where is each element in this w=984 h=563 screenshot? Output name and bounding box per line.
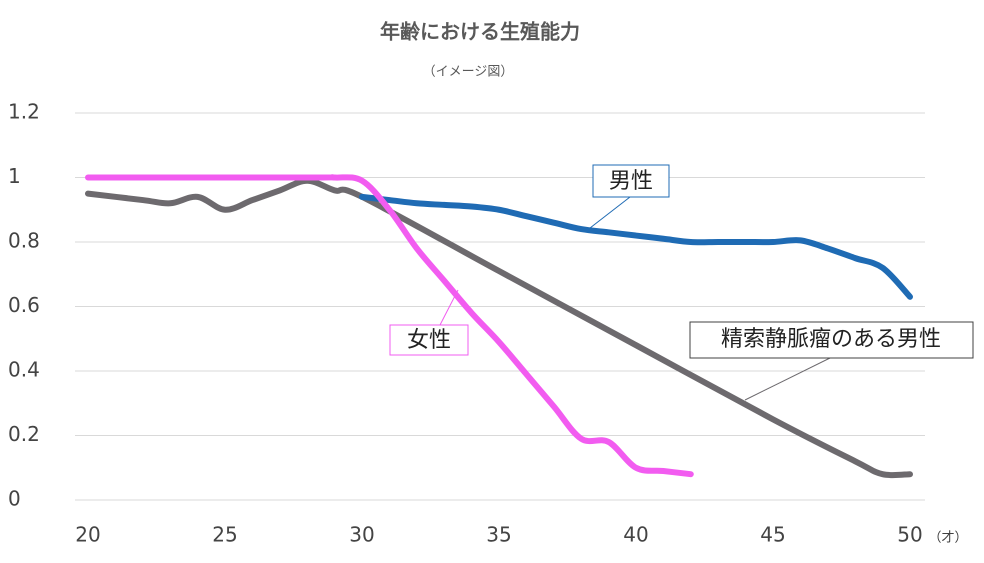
x-tick-label: 20 (75, 523, 100, 547)
series-line (359, 193, 913, 300)
lines (85, 174, 913, 479)
chart-title: 年齢における生殖能力 (380, 20, 580, 44)
y-tick-label: 0 (8, 487, 21, 511)
y-tick-label: 1.2 (8, 100, 40, 124)
series-line (85, 174, 694, 478)
x-unit: （才） (928, 531, 967, 546)
leader-line (589, 196, 631, 229)
series-label: 男性 (609, 169, 653, 194)
y-tick-label: 0.4 (8, 358, 40, 382)
x-tick-label: 25 (212, 523, 237, 547)
series-label: 精索静脈瘤のある男性 (721, 327, 941, 352)
y-tick-label: 0.6 (8, 293, 40, 317)
y-tick-label: 0.2 (8, 422, 40, 446)
series-label: 女性 (407, 328, 451, 353)
x-tick-label: 50 (897, 523, 922, 547)
x-tick-label: 35 (486, 523, 511, 547)
label-box (389, 324, 469, 356)
label-box (592, 164, 670, 198)
grid: 0 0.2 0.4 0.6 0.8 1 1.2 20 25 30 35 40 45 50 (8, 100, 925, 547)
x-tick-label: 40 (623, 523, 648, 547)
leader-line (744, 357, 831, 401)
label-box (689, 321, 974, 359)
callouts: 男性 女性 精索静脈瘤のある男性 (389, 164, 974, 401)
y-tick-label: 0.8 (8, 229, 40, 253)
x-tick-label: 30 (349, 523, 374, 547)
leader-line (439, 289, 459, 326)
chart-subtitle: （イメージ図） (423, 65, 514, 80)
y-tick-label: 1 (8, 164, 21, 188)
x-tick-label: 45 (760, 523, 785, 547)
series-line (85, 177, 913, 479)
